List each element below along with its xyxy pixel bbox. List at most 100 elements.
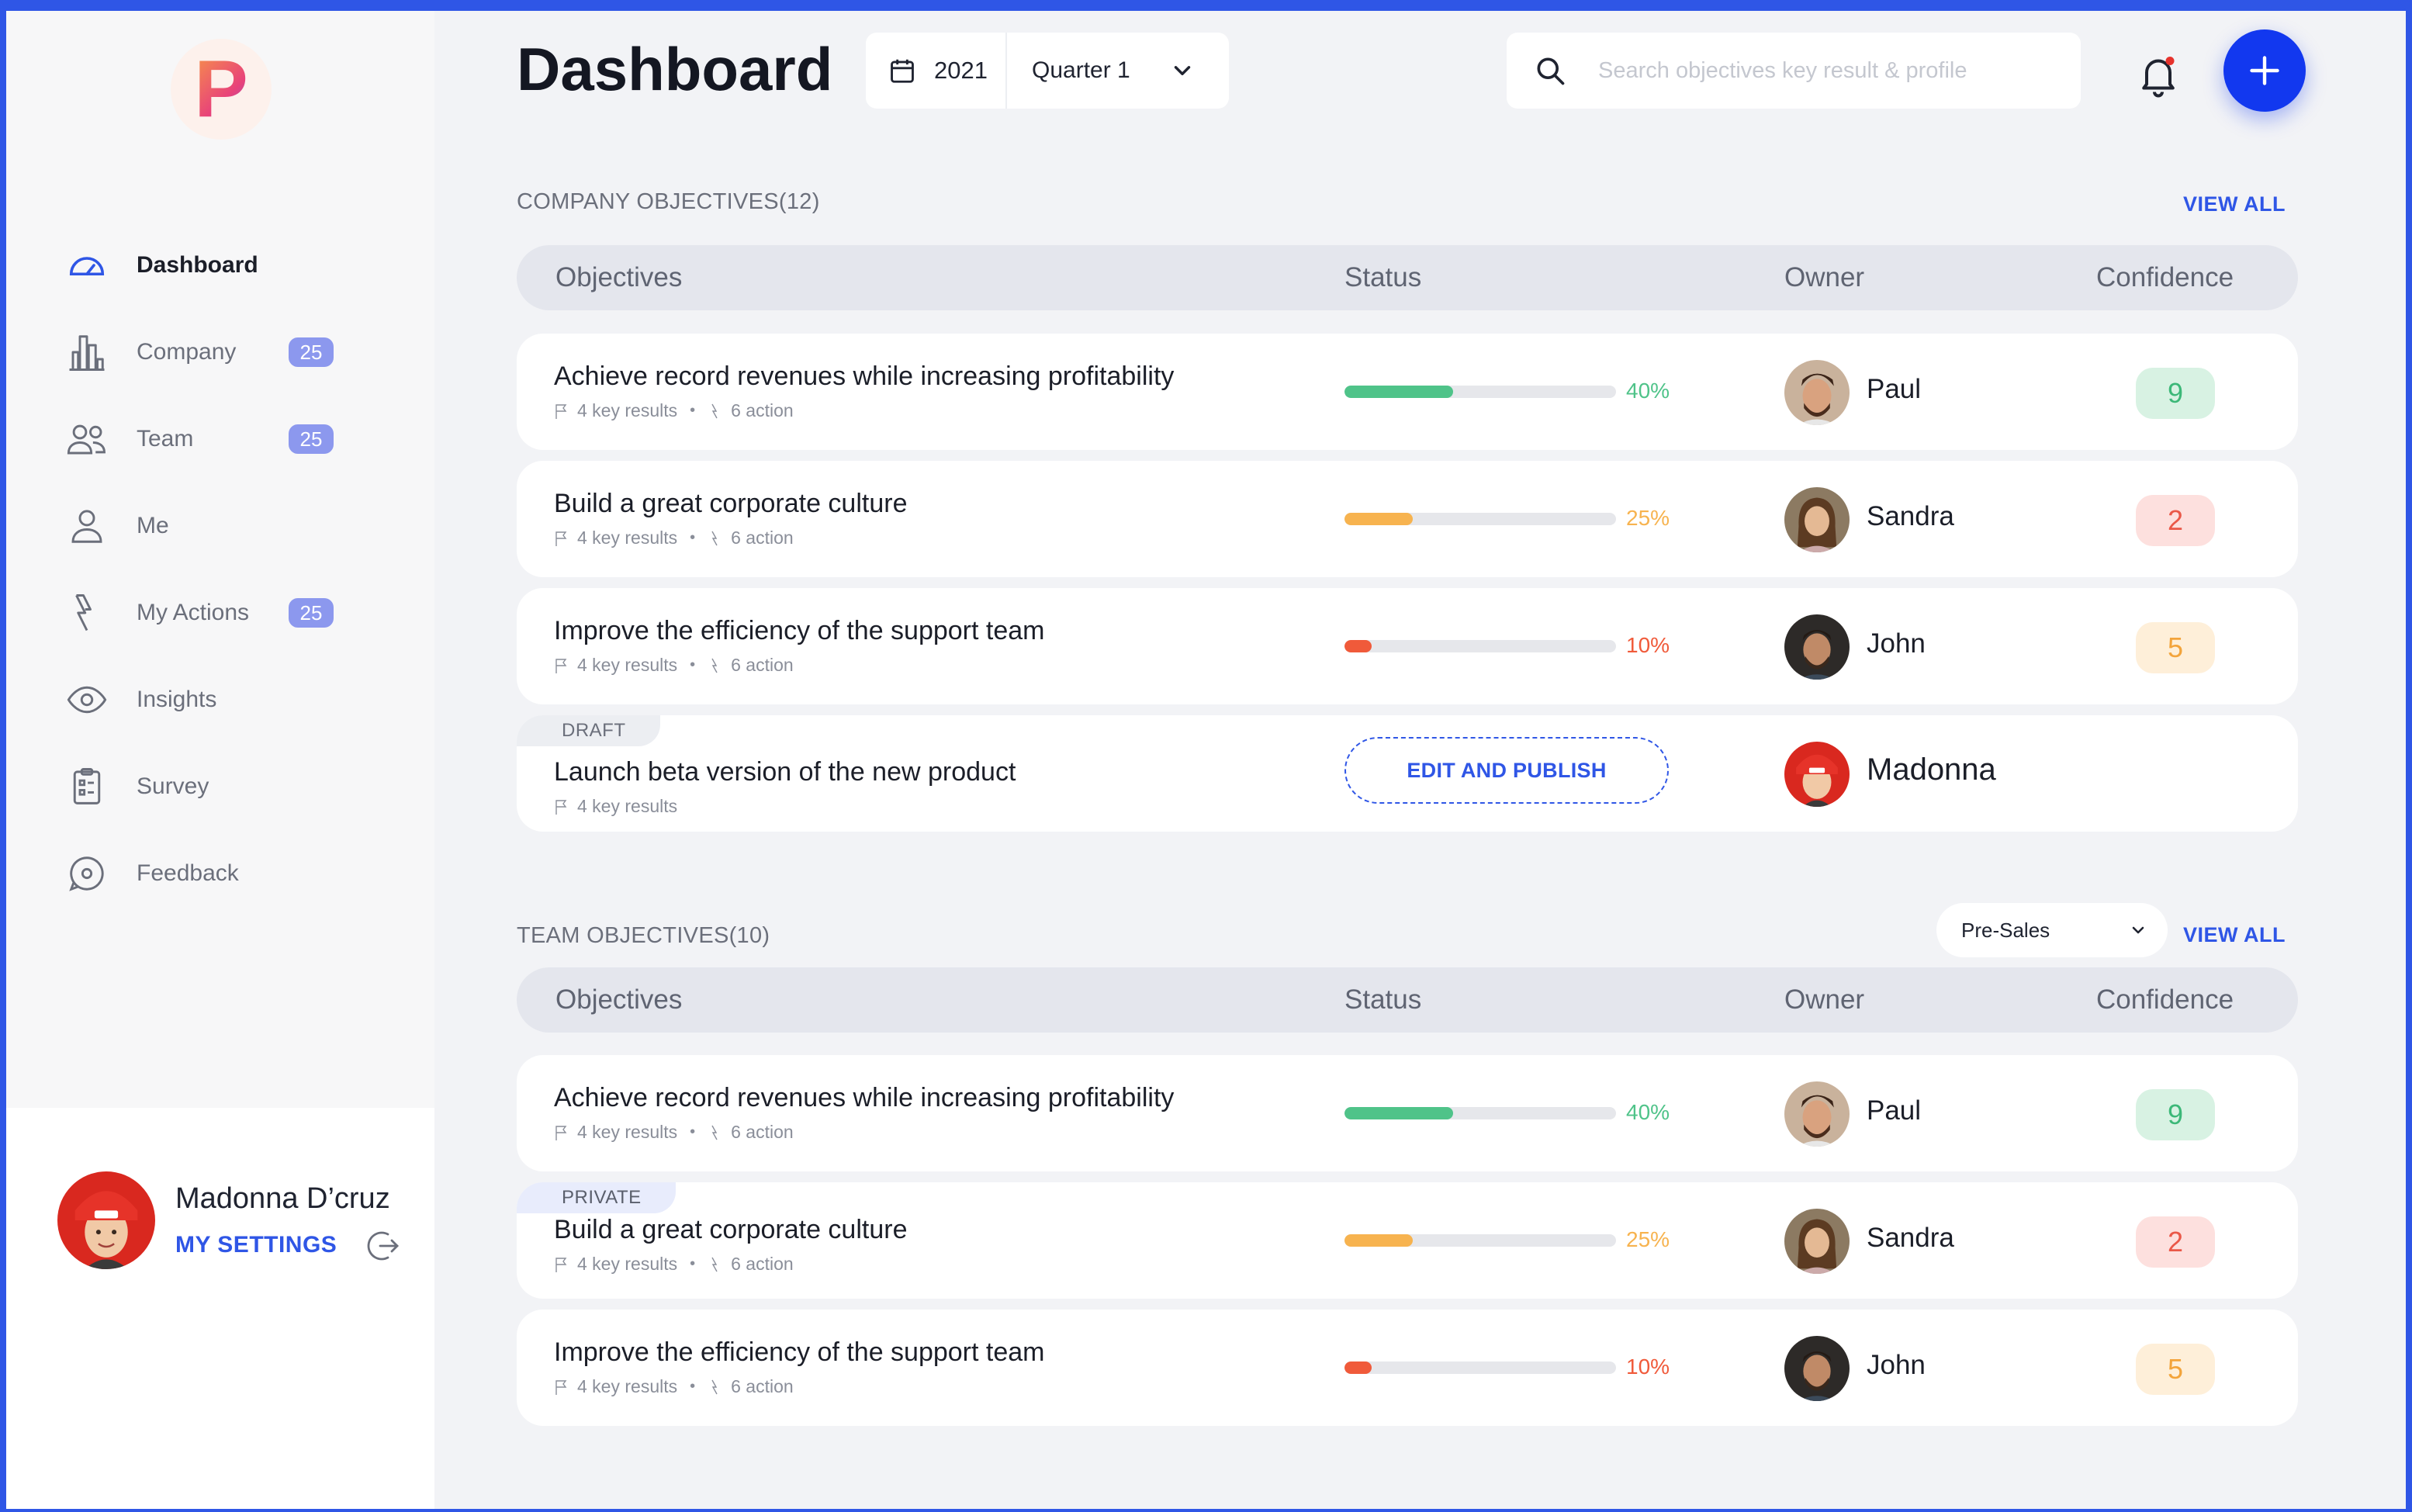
confidence-badge: 2: [2136, 495, 2215, 546]
progress-bar: [1344, 513, 1616, 525]
confidence-badge: 9: [2136, 368, 2215, 419]
sidebar-item-company[interactable]: Company 25: [6, 309, 434, 396]
owner-name: Paul: [1867, 374, 1922, 404]
avatar: [1784, 1336, 1850, 1401]
my-settings-link[interactable]: MY SETTINGS: [175, 1232, 337, 1258]
column-header-confidence: Confidence: [2096, 984, 2234, 1015]
count-badge: 25: [289, 337, 334, 367]
company-table-header: Objectives Status Owner Confidence: [517, 245, 2298, 310]
progress-fill: [1344, 513, 1413, 525]
private-tag: PRIVATE: [517, 1182, 676, 1213]
owner-name: John: [1867, 628, 1926, 659]
calendar-icon: [891, 59, 914, 83]
sidebar-item-my-actions[interactable]: My Actions 25: [6, 569, 434, 656]
objective-row[interactable]: Improve the efficiency of the support te…: [517, 1310, 2298, 1426]
edit-and-publish-button[interactable]: EDIT AND PUBLISH: [1344, 737, 1669, 804]
team-filter-dropdown[interactable]: Pre-Sales: [1936, 903, 2168, 957]
lightning-icon: [64, 590, 110, 636]
flag-icon: [555, 1379, 567, 1395]
objective-row-draft[interactable]: DRAFT Launch beta version of the new pro…: [517, 715, 2298, 832]
objective-meta: 4 key results: [554, 796, 677, 817]
bell-icon[interactable]: [2135, 51, 2182, 98]
lightning-icon: [711, 403, 718, 418]
avatar: [1784, 614, 1850, 680]
objective-meta: 4 key results • 6 action: [554, 528, 794, 548]
plus-icon: [2250, 56, 2279, 85]
avatar: [1784, 742, 1850, 807]
progress-bar: [1344, 640, 1616, 652]
actions-count: 6 action: [731, 1376, 794, 1396]
profile-panel: Madonna D’cruz MY SETTINGS: [6, 1108, 434, 1509]
objective-title: Launch beta version of the new product: [554, 757, 1016, 787]
users-icon: [64, 416, 110, 462]
actions-count: 6 action: [731, 655, 794, 675]
flag-icon: [555, 403, 567, 419]
avatar: [1784, 1209, 1850, 1274]
confidence-badge: 9: [2136, 1089, 2215, 1140]
quarter-dropdown[interactable]: Quarter 1: [1007, 33, 1229, 109]
objective-row[interactable]: Build a great corporate culture 4 key re…: [517, 461, 2298, 577]
actions-count: 6 action: [731, 400, 794, 420]
lightning-icon: [711, 531, 718, 545]
objective-title: Achieve record revenues while increasing…: [554, 362, 1175, 391]
logout-icon[interactable]: [365, 1227, 402, 1265]
lightning-icon: [711, 658, 718, 673]
progress-fill: [1344, 1107, 1453, 1119]
sidebar-item-survey[interactable]: Survey: [6, 743, 434, 830]
avatar[interactable]: [57, 1171, 155, 1269]
owner-name: Madonna: [1867, 753, 1996, 787]
owner-name: Sandra: [1867, 501, 1954, 531]
sidebar-item-label: Me: [137, 513, 169, 538]
actions-count: 6 action: [731, 1122, 794, 1142]
search-input[interactable]: [1598, 57, 2064, 84]
progress-bar: [1344, 1361, 1616, 1374]
objective-row[interactable]: Achieve record revenues while increasing…: [517, 1055, 2298, 1171]
progress-bar: [1344, 1107, 1616, 1119]
progress-bar: [1344, 386, 1616, 398]
sidebar-item-dashboard[interactable]: Dashboard: [6, 222, 434, 309]
confidence-badge: 5: [2136, 1344, 2215, 1395]
draft-tag: DRAFT: [517, 715, 660, 746]
flag-icon: [555, 799, 567, 815]
year-selector[interactable]: 2021: [866, 33, 1007, 109]
sidebar-item-label: Company: [137, 339, 237, 365]
avatar: [1784, 1081, 1850, 1147]
confidence-badge: 5: [2136, 622, 2215, 673]
eye-icon: [64, 676, 110, 723]
objective-row-private[interactable]: PRIVATE Build a great corporate culture …: [517, 1182, 2298, 1299]
sidebar-item-insights[interactable]: Insights: [6, 656, 434, 743]
sidebar-item-me[interactable]: Me: [6, 483, 434, 569]
actions-count: 6 action: [731, 528, 794, 548]
objective-meta: 4 key results • 6 action: [554, 1254, 794, 1275]
sidebar-item-label: My Actions: [137, 600, 250, 625]
add-objective-button[interactable]: [2223, 29, 2306, 112]
sidebar: P Dashboard Company 25 Team: [6, 11, 434, 1509]
team-view-all-link[interactable]: VIEW ALL: [2183, 923, 2286, 946]
sidebar-item-label: Feedback: [137, 860, 239, 886]
app-logo[interactable]: P: [171, 39, 272, 140]
progress-bar: [1344, 1234, 1616, 1247]
objective-title: Improve the efficiency of the support te…: [554, 616, 1045, 645]
year-value: 2021: [934, 57, 988, 84]
clipboard-icon: [64, 763, 110, 810]
progress-fill: [1344, 1361, 1372, 1374]
company-view-all-link[interactable]: VIEW ALL: [2183, 192, 2286, 216]
column-header-owner: Owner: [1784, 262, 1865, 292]
sidebar-item-label: Dashboard: [137, 252, 258, 278]
chat-icon: [64, 850, 110, 897]
team-objectives-title: TEAM OBJECTIVES(10): [517, 923, 770, 948]
search-icon: [1537, 57, 1565, 85]
gauge-icon: [64, 242, 110, 289]
objective-meta: 4 key results • 6 action: [554, 400, 794, 421]
key-results-count: 4 key results: [577, 655, 678, 675]
sidebar-item-label: Insights: [137, 687, 217, 712]
page-title: Dashboard: [517, 35, 833, 103]
objective-row[interactable]: Achieve record revenues while increasing…: [517, 334, 2298, 450]
key-results-count: 4 key results: [577, 1376, 678, 1396]
sidebar-item-feedback[interactable]: Feedback: [6, 830, 434, 917]
objective-title: Achieve record revenues while increasing…: [554, 1083, 1175, 1112]
search-box: [1507, 33, 2081, 109]
objective-row[interactable]: Improve the efficiency of the support te…: [517, 588, 2298, 704]
sidebar-item-team[interactable]: Team 25: [6, 396, 434, 483]
objective-meta: 4 key results • 6 action: [554, 1376, 794, 1397]
